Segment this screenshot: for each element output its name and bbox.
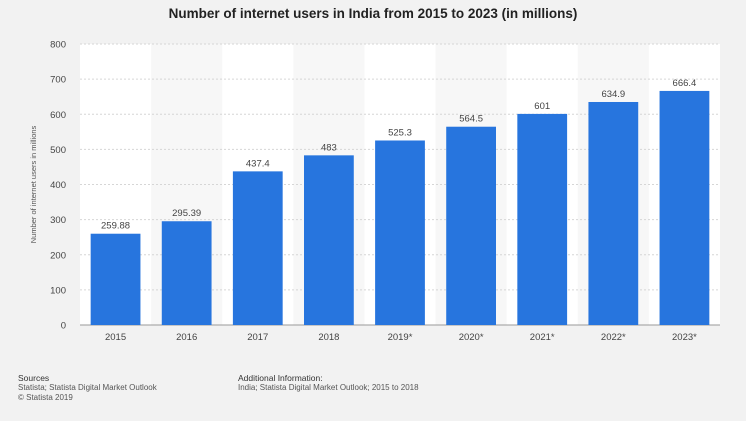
bar bbox=[232, 171, 283, 325]
y-tick-label: 200 bbox=[50, 250, 66, 261]
bar bbox=[90, 233, 141, 325]
x-tick-label: 2017 bbox=[247, 332, 268, 343]
value-label: 634.9 bbox=[601, 89, 625, 100]
bar bbox=[659, 90, 710, 325]
y-tick-label: 0 bbox=[61, 321, 66, 332]
chart-title: Number of internet users in India from 2… bbox=[168, 6, 578, 21]
x-tick-label: 2023* bbox=[672, 332, 697, 343]
x-tick-label: 2022* bbox=[601, 332, 626, 343]
x-tick-label: 2018 bbox=[318, 332, 339, 343]
y-tick-label: 400 bbox=[50, 180, 66, 191]
y-tick-label: 800 bbox=[50, 40, 66, 51]
x-tick-label: 2019* bbox=[388, 332, 413, 343]
copyright-line: © Statista 2019 bbox=[18, 393, 73, 402]
y-tick-label: 500 bbox=[50, 145, 66, 156]
sources-line: Statista; Statista Digital Market Outloo… bbox=[18, 383, 157, 392]
value-label: 295.39 bbox=[172, 208, 201, 219]
value-labels: 259.88 295.39 437.4 483 525.3 564.5 601 634.9 66… bbox=[101, 78, 696, 232]
value-label: 666.4 bbox=[673, 78, 697, 89]
x-tick-label: 2021* bbox=[530, 332, 555, 343]
bar bbox=[446, 126, 496, 325]
bar bbox=[161, 221, 212, 325]
bars bbox=[90, 90, 710, 326]
bar bbox=[588, 101, 639, 325]
value-label: 564.5 bbox=[459, 114, 483, 125]
additional-info-line: India; Statista Digital Market Outlook; … bbox=[238, 383, 419, 392]
value-label: 437.4 bbox=[246, 158, 270, 169]
bar bbox=[517, 113, 568, 326]
y-tick-label: 100 bbox=[50, 285, 66, 296]
y-tick-label: 600 bbox=[50, 110, 66, 121]
value-label: 601 bbox=[534, 101, 550, 112]
additional-info-block: Additional Information: India; Statista … bbox=[238, 373, 419, 393]
y-tick-label: 300 bbox=[50, 215, 66, 226]
sources-block: Sources Statista; Statista Digital Marke… bbox=[18, 373, 157, 403]
value-label: 483 bbox=[321, 142, 337, 153]
bar bbox=[304, 155, 354, 325]
y-tick-label: 700 bbox=[50, 75, 66, 86]
bar bbox=[375, 140, 425, 325]
x-tick-labels: 2015 2016 2017 2018 2019* 2020* 2021* 2022* 2023… bbox=[105, 332, 697, 343]
y-tick-labels: 0 100 200 300 400 500 600 700 800 bbox=[50, 40, 66, 332]
value-label: 525.3 bbox=[388, 127, 412, 138]
x-tick-label: 2016 bbox=[176, 332, 197, 343]
y-axis-label: Number of internet users in millions bbox=[29, 125, 38, 243]
value-label: 259.88 bbox=[101, 221, 130, 232]
x-tick-label: 2020* bbox=[459, 332, 484, 343]
sources-heading: Sources bbox=[18, 373, 50, 383]
additional-info-heading: Additional Information: bbox=[238, 373, 323, 383]
x-tick-label: 2015 bbox=[105, 332, 126, 343]
